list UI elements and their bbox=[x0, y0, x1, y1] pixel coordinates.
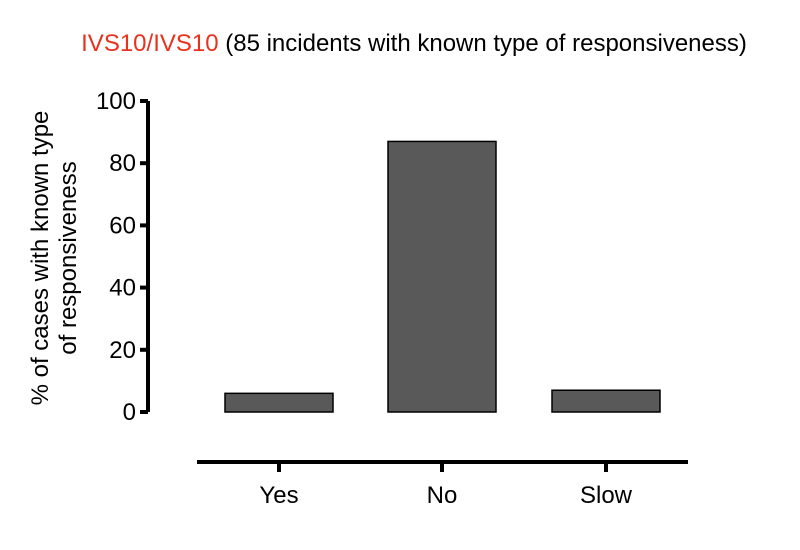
y-ticks: 0 20 40 60 80 100 bbox=[96, 88, 148, 426]
x-ticks: Yes No Slow bbox=[259, 462, 633, 509]
y-axis-label-line-2: of responsiveness bbox=[55, 161, 82, 354]
y-axis-label: % of cases with known type of responsive… bbox=[27, 111, 82, 406]
y-tick-label: 0 bbox=[123, 399, 136, 426]
chart-title: IVS10/IVS10 (85 incidents with known typ… bbox=[81, 30, 747, 57]
chart-title-rest: (85 incidents with known type of respons… bbox=[219, 30, 747, 57]
y-axis-label-line-1: % of cases with known type bbox=[27, 111, 54, 406]
y-tick-label: 40 bbox=[109, 275, 136, 302]
x-tick-label-yes: Yes bbox=[259, 482, 298, 509]
x-tick-label-no: No bbox=[427, 482, 458, 509]
bars bbox=[224, 140, 661, 413]
y-tick-label: 20 bbox=[109, 337, 136, 364]
y-tick-label: 60 bbox=[109, 212, 136, 239]
y-tick-label: 100 bbox=[96, 88, 136, 115]
bar-no bbox=[387, 140, 497, 413]
y-tick-label: 80 bbox=[109, 150, 136, 177]
chart-title-highlight: IVS10/IVS10 bbox=[81, 30, 218, 57]
bar-yes bbox=[224, 392, 334, 413]
bar-slow bbox=[551, 389, 661, 413]
x-tick-label-slow: Slow bbox=[580, 482, 633, 509]
